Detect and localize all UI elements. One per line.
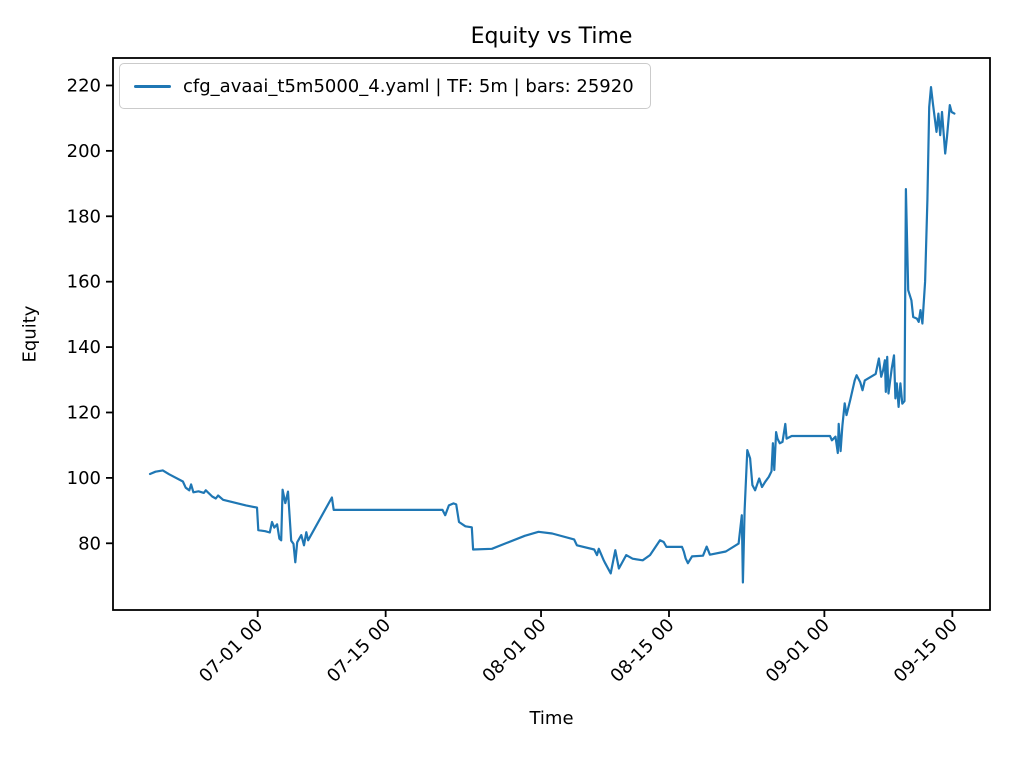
x-tick-label: 08-01 00 [478,615,550,687]
y-tick-label: 180 [67,206,101,227]
axes-spines [112,57,991,611]
y-tick-label: 220 [67,75,101,96]
y-tick-label: 200 [67,141,101,162]
legend-box: cfg_avaai_t5m5000_4.yaml | TF: 5m | bars… [119,63,651,109]
y-tick-label: 80 [78,533,101,554]
chart-title: Equity vs Time [470,24,633,49]
x-tick-label: 09-15 00 [890,615,962,687]
x-tick-label: 08-15 00 [606,615,678,687]
x-axis-label: Time [529,708,574,729]
x-tick-label: 09-01 00 [762,615,834,687]
y-tick-label: 120 [67,402,101,423]
x-tick-label: 07-15 00 [323,615,395,687]
y-tick-label: 140 [67,337,101,358]
legend-line-swatch [134,84,171,88]
y-axis-label: Equity [19,305,41,363]
y-tick-label: 100 [67,468,101,489]
equity-curve [148,85,956,584]
x-tick-label: 07-01 00 [195,615,267,687]
legend-series-label: cfg_avaai_t5m5000_4.yaml | TF: 5m | bars… [183,75,634,97]
y-tick-label: 160 [67,272,101,293]
